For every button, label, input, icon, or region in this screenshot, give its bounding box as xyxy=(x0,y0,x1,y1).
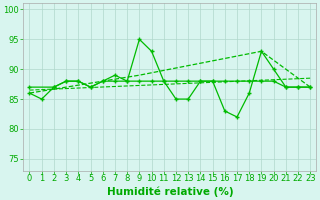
X-axis label: Humidité relative (%): Humidité relative (%) xyxy=(107,186,233,197)
